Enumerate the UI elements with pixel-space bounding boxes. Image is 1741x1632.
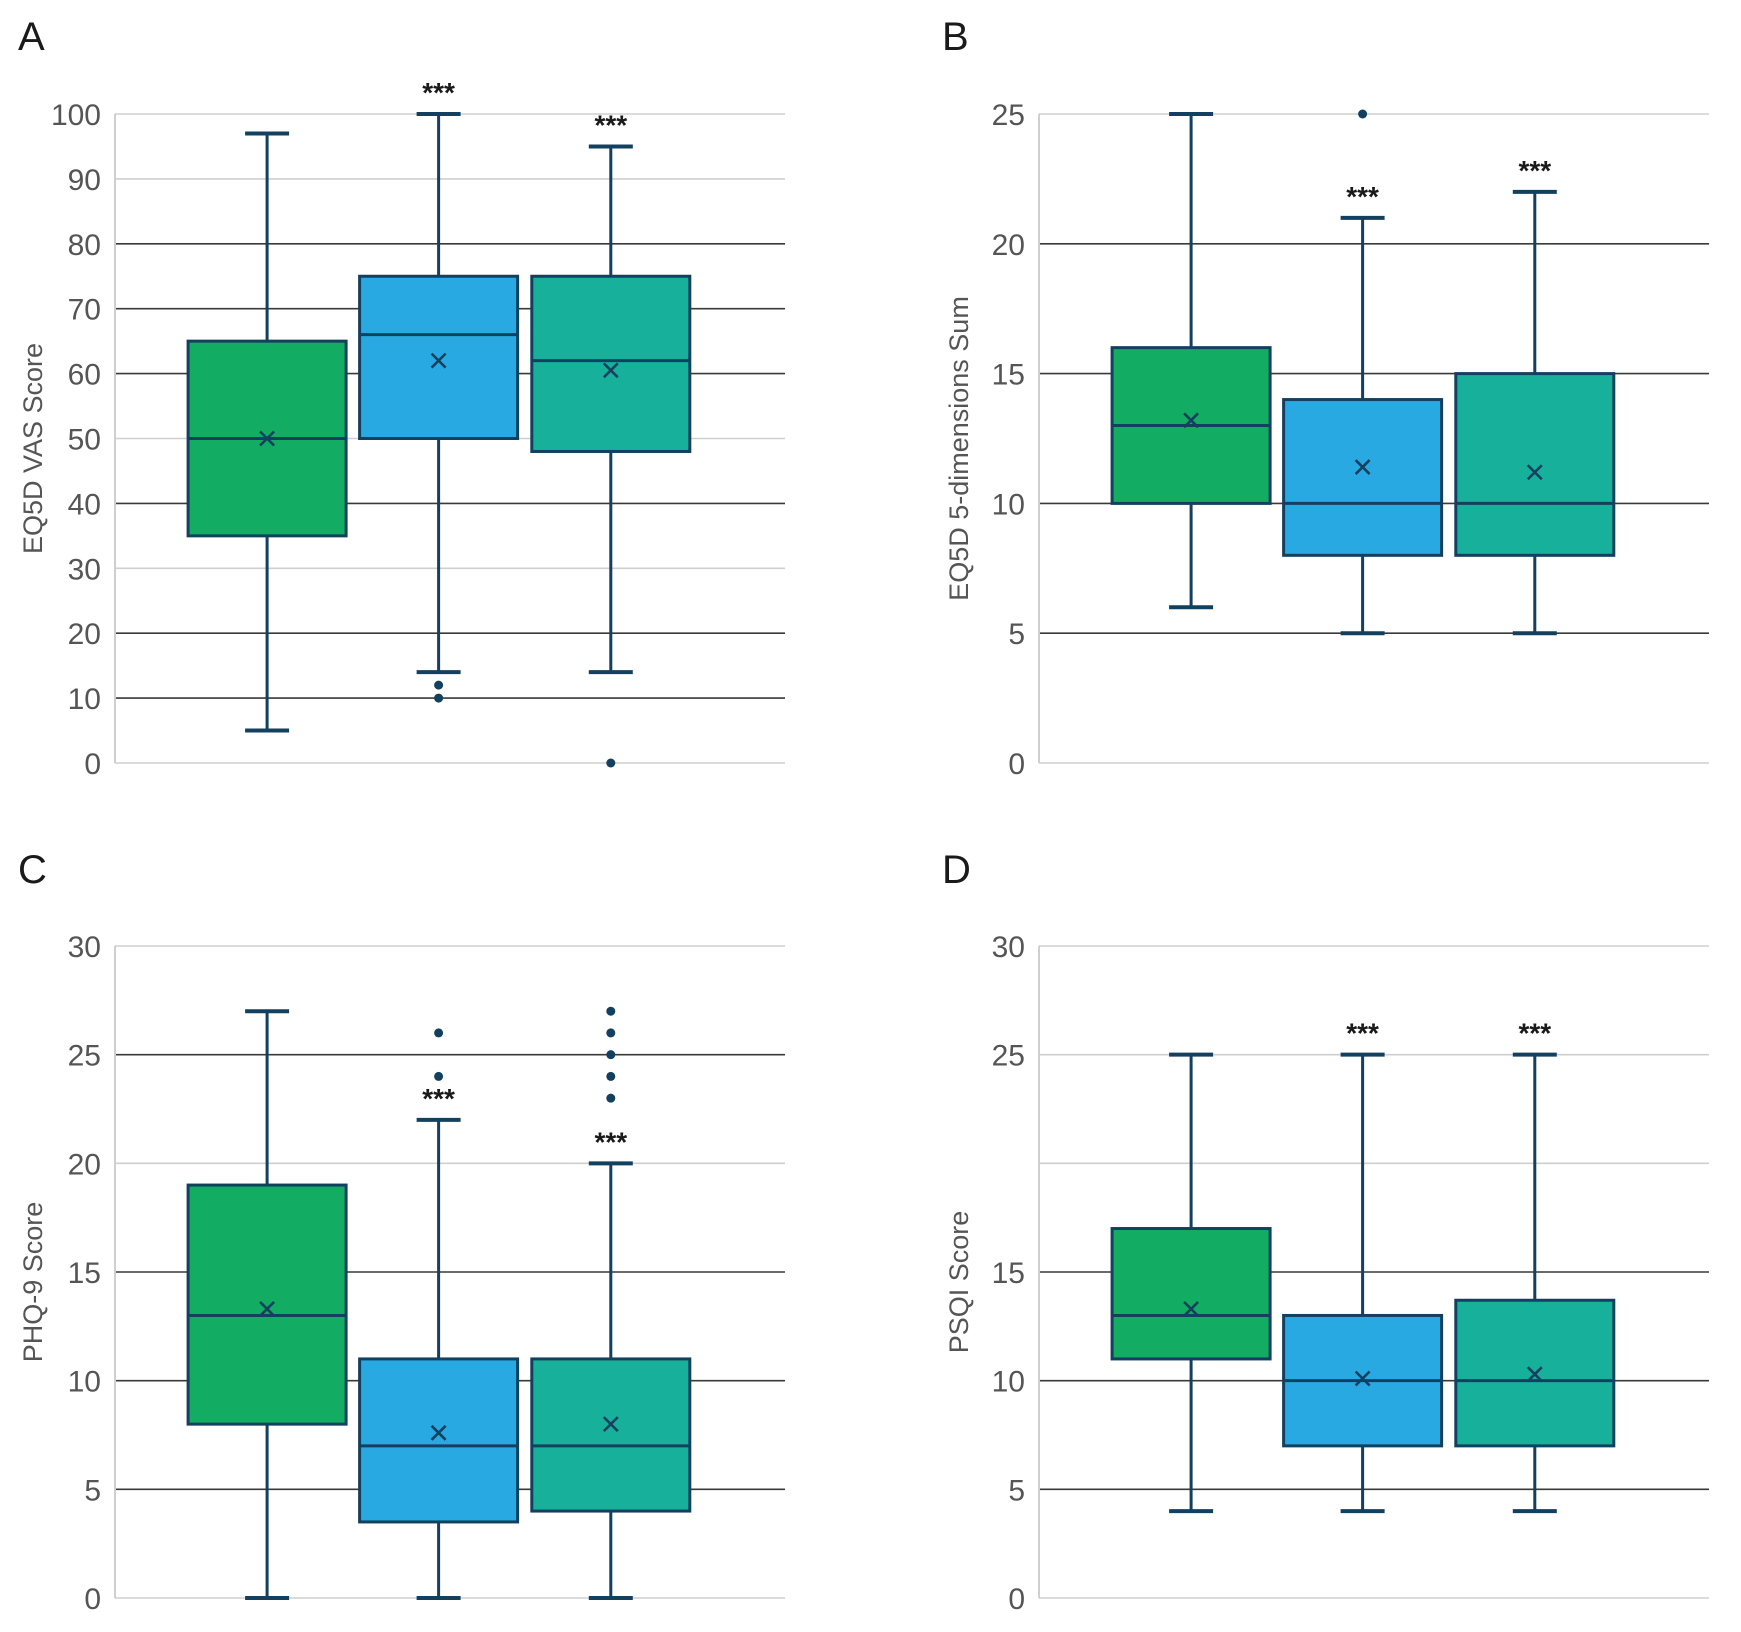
y-tick-label: 100 (51, 99, 101, 132)
outlier-point (606, 1094, 615, 1103)
panel-b: B 0 5 10 15 20 25 EQ5D 5-dimensions Sum *** *** (942, 15, 1709, 781)
panel-letter: C (18, 848, 47, 892)
y-tick-label: 10 (992, 1366, 1025, 1399)
y-tick-label: 70 (68, 294, 101, 327)
outlier-point (606, 1050, 615, 1059)
y-axis-label: EQ5D VAS Score (18, 343, 48, 554)
y-tick-label: 0 (1008, 1583, 1025, 1616)
significance-marker: *** (422, 77, 455, 108)
y-tick-label: 20 (68, 1148, 101, 1181)
panel-c: C 0 5 10 15 20 25 30 PHQ-9 Score *** *** (18, 848, 785, 1616)
box-3: *** (532, 1007, 690, 1598)
y-tick-label: 5 (1008, 618, 1025, 651)
box-3: *** (532, 109, 690, 767)
y-tick-label: 0 (84, 748, 101, 781)
y-tick-label: 90 (68, 164, 101, 197)
box-1 (1112, 1055, 1270, 1511)
y-tick-label: 25 (992, 1040, 1025, 1073)
outlier-point (606, 1028, 615, 1037)
y-tick-label: 25 (992, 99, 1025, 132)
significance-marker: *** (594, 109, 627, 140)
y-tick-label: 40 (68, 488, 101, 521)
y-tick-label: 50 (68, 424, 101, 457)
outlier-point (606, 759, 615, 768)
outlier-point (434, 681, 443, 690)
y-tick-label: 5 (84, 1474, 101, 1507)
significance-marker: *** (422, 1083, 455, 1114)
significance-marker: *** (1346, 1018, 1379, 1049)
y-tick-label: 20 (992, 229, 1025, 262)
box-1 (188, 1011, 346, 1598)
box-2: *** (360, 77, 518, 703)
y-tick-label: 10 (992, 488, 1025, 521)
box-1 (1112, 114, 1270, 607)
outlier-point (606, 1072, 615, 1081)
y-tick-label: 30 (68, 553, 101, 586)
panel-letter: D (942, 848, 971, 892)
y-tick-label: 15 (992, 1257, 1025, 1290)
y-tick-label: 0 (1008, 748, 1025, 781)
y-tick-label: 30 (992, 931, 1025, 964)
box-2: *** (360, 1028, 518, 1598)
y-tick-label: 25 (68, 1040, 101, 1073)
y-tick-label: 60 (68, 359, 101, 392)
iqr-box (360, 1359, 518, 1522)
iqr-box (1456, 374, 1614, 556)
box-2: *** (1284, 110, 1442, 634)
y-tick-label: 20 (68, 618, 101, 651)
box-plot-figure: A0102030405060708090100EQ5D VAS Score***… (0, 0, 1741, 1632)
iqr-box (360, 276, 518, 438)
y-tick-label: 15 (992, 359, 1025, 392)
significance-marker: *** (1346, 181, 1379, 212)
panel-letter: B (942, 15, 969, 59)
y-axis-label: PHQ-9 Score (18, 1202, 48, 1363)
iqr-box (532, 1359, 690, 1511)
panel-a: A 0 10 20 30 40 50 60 70 80 90 100 EQ5D VAS Score ***… (18, 15, 785, 781)
y-axis-label: EQ5D 5-dimensions Sum (944, 296, 974, 601)
y-tick-label: 80 (68, 229, 101, 262)
y-tick-label: 10 (68, 683, 101, 716)
iqr-box (1284, 400, 1442, 556)
y-tick-label: 30 (68, 931, 101, 964)
iqr-box (1112, 1229, 1270, 1359)
significance-marker: *** (1518, 1018, 1551, 1049)
y-tick-label: 0 (84, 1583, 101, 1616)
box-2: *** (1284, 1018, 1442, 1511)
outlier-point (1358, 110, 1367, 119)
box-3: *** (1456, 1018, 1614, 1511)
y-tick-label: 15 (68, 1257, 101, 1290)
box-3: *** (1456, 155, 1614, 633)
box-1 (188, 133, 346, 730)
iqr-box (188, 1185, 346, 1424)
outlier-point (434, 1072, 443, 1081)
significance-marker: *** (594, 1126, 627, 1157)
outlier-point (606, 1007, 615, 1016)
y-axis-label: PSQI Score (944, 1211, 974, 1354)
iqr-box (532, 276, 690, 451)
significance-marker: *** (1518, 155, 1551, 186)
panel-d: D 0 5 10 15 25 30 PSQI Score *** *** (942, 848, 1709, 1616)
y-tick-label: 5 (1008, 1474, 1025, 1507)
y-tick-label: 10 (68, 1366, 101, 1399)
outlier-point (434, 1028, 443, 1037)
outlier-point (434, 694, 443, 703)
panel-letter: A (18, 15, 45, 59)
